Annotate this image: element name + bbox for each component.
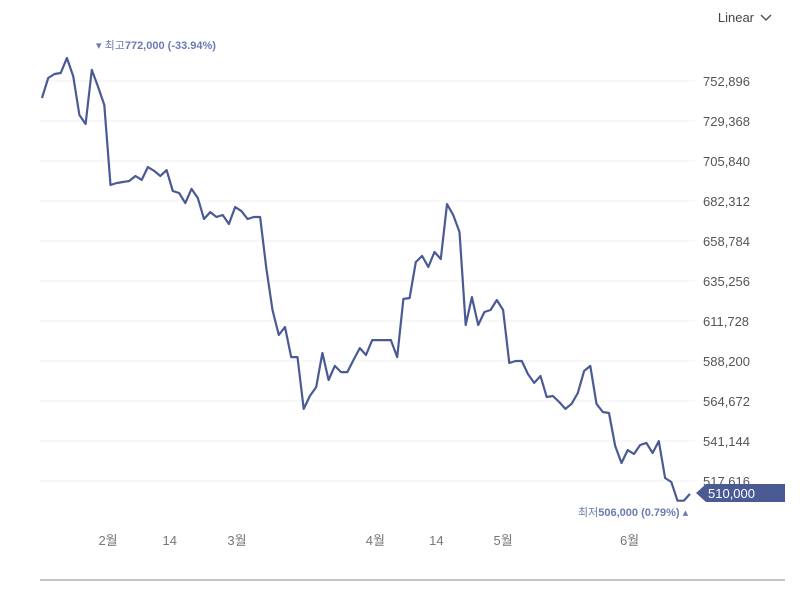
high-change: (-33.94%) — [167, 40, 216, 52]
y-tick-label: 588,200 — [703, 354, 750, 369]
x-tick-label: 5월 — [493, 533, 512, 548]
high-annotation: ▾ 최고772,000 (-33.94%) — [96, 40, 216, 52]
y-tick-label: 658,784 — [703, 234, 750, 249]
low-label: 최저 — [578, 507, 599, 519]
price-line — [40, 56, 691, 502]
high-label: 최고 — [104, 40, 125, 52]
y-tick-label: 705,840 — [703, 154, 750, 169]
y-tick-label: 752,896 — [703, 74, 750, 89]
chevron-down-icon — [760, 13, 772, 21]
high-value: 772,000 — [124, 40, 165, 52]
x-tick-label: 6월 — [620, 533, 639, 548]
low-change: (0.79%) — [641, 507, 680, 519]
x-tick-label: 2월 — [98, 533, 117, 548]
x-tick-label: 4월 — [366, 533, 385, 548]
low-annotation: 최저506,000 (0.79%) ▴ — [578, 507, 689, 519]
y-tick-label: 635,256 — [703, 274, 750, 289]
scale-dropdown[interactable]: Linear — [718, 10, 772, 25]
x-tick-label: 3월 — [227, 533, 246, 548]
low-value: 506,000 — [598, 507, 639, 519]
current-price-tag: 510,000 — [696, 484, 785, 502]
current-price-label: 510,000 — [708, 486, 755, 501]
x-tick-label: 14 — [429, 533, 443, 548]
scale-label: Linear — [717, 10, 754, 25]
current-price-bg — [696, 484, 785, 502]
x-tick-label: 14 — [162, 533, 176, 548]
y-tick-label: 564,672 — [703, 394, 750, 409]
y-tick-label: 682,312 — [703, 194, 750, 209]
y-tick-label: 541,144 — [703, 434, 750, 449]
y-tick-label: 729,368 — [703, 114, 750, 129]
y-tick-label: 611,728 — [703, 314, 749, 329]
